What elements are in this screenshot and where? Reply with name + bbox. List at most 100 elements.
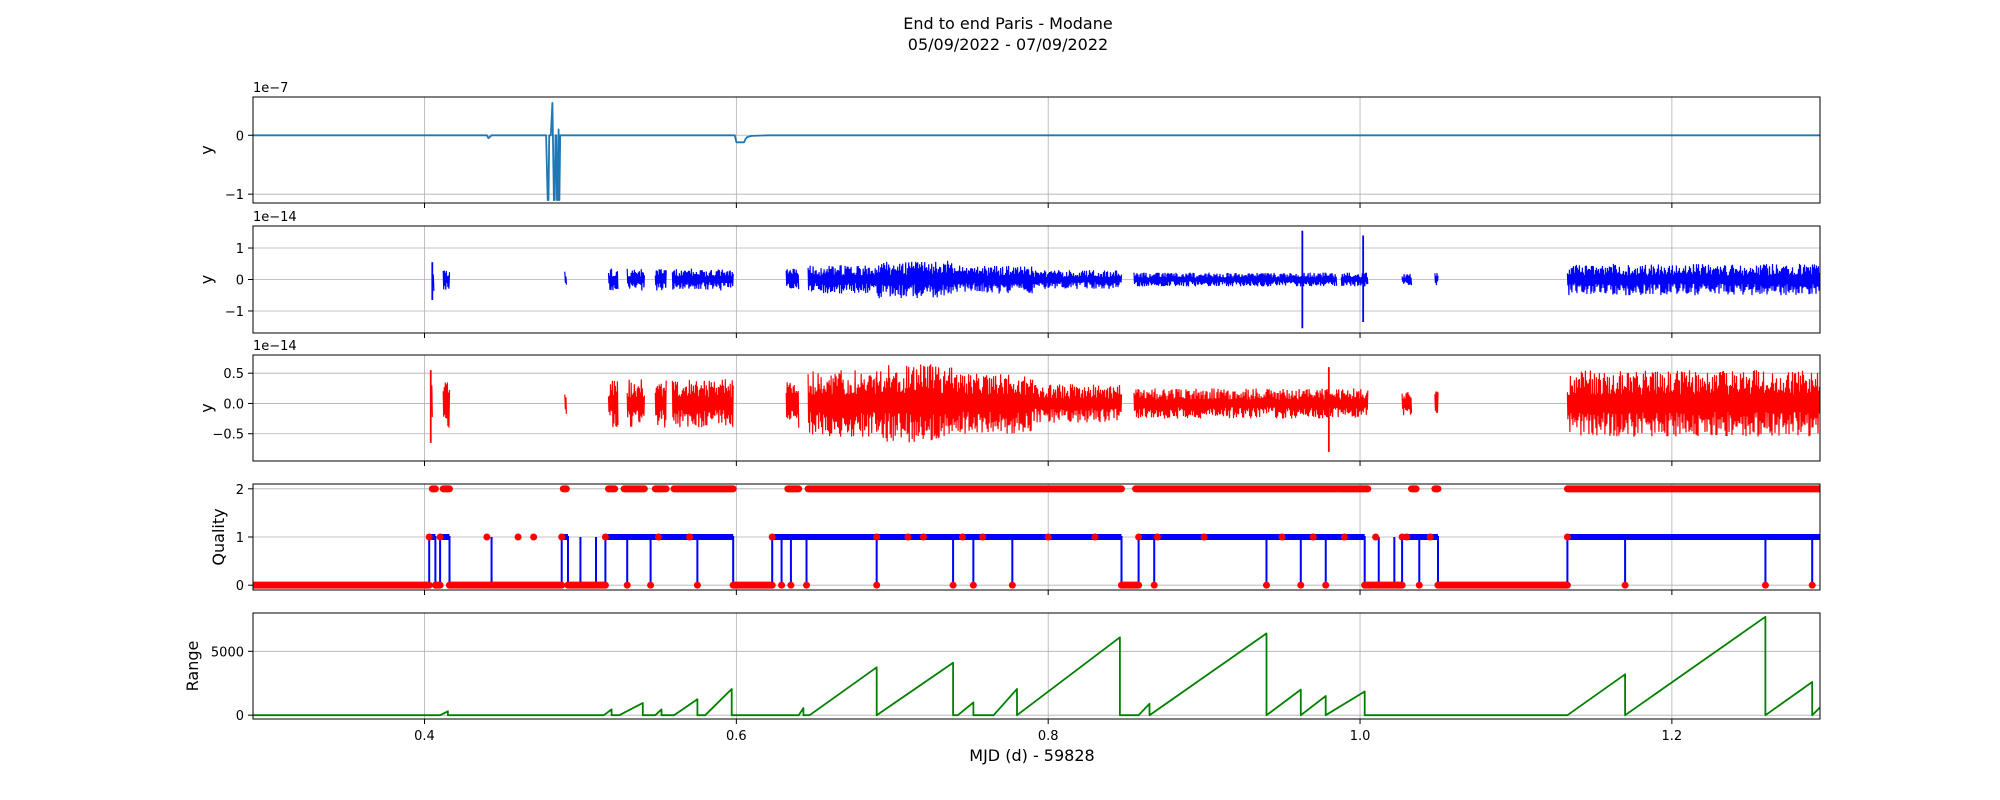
quality-marker [425,533,433,541]
noise-segment [1032,270,1123,289]
y-axis-label: y [197,145,216,154]
y-tick-label: −1 [225,188,244,203]
y-axis-label: y [197,403,216,412]
noise-segment [564,271,567,285]
y-axis-label: Quality [209,508,228,565]
noise-segment [671,268,734,291]
quality-marker [1135,533,1143,541]
x-tick-label: 0.6 [726,729,747,744]
noise-segment [1566,370,1820,437]
noise-segment [654,380,667,428]
noise-segment [876,260,956,299]
noise-segment [654,269,667,291]
y-tick-label: 0.0 [223,397,244,412]
noise-segment [876,364,956,443]
quality-marker [436,533,444,541]
noise-segment [1566,263,1820,296]
quality-marker [1044,533,1052,541]
noise-segment [626,379,645,427]
quality-dip-marker [787,581,795,589]
quality-dip-marker [778,581,786,589]
series-line [253,615,1820,717]
quality-dip-marker [1008,581,1016,589]
quality-marker [1563,533,1571,541]
plot-area [253,102,1820,202]
series-line [253,102,1820,202]
y-tick-label: −0.5 [212,428,244,443]
quality-marker [1372,533,1380,541]
quality-line [253,536,1820,587]
noise-segment [785,268,800,290]
x-tick-label: 1.2 [1662,729,1683,744]
noise-segment [1133,272,1338,287]
plot-area [431,230,1820,329]
noise-segment [1401,392,1413,416]
plot-area [253,485,1820,589]
noise-segment [1434,273,1439,286]
chart-subtitle: 05/09/2022 - 07/09/2022 [908,35,1108,54]
quality-dip-marker [969,581,977,589]
noise-segment [785,382,800,428]
x-tick-label: 1.0 [1350,729,1371,744]
noise-segment [564,394,567,414]
quality-marker [530,533,538,541]
axes-frame [252,612,1821,720]
noise-segment [954,265,1034,294]
quality-marker [1361,581,1369,589]
quality-dip-marker [1415,581,1423,589]
quality-marker [919,533,927,541]
quality-dip-marker [1322,581,1330,589]
x-tick-label: 0.8 [1038,729,1059,744]
axes-frame [252,354,1821,462]
noise-segment [626,268,645,291]
quality-marker [253,581,257,589]
panel-2: −1 0 1 1e−14 y [197,210,1821,338]
noise-segment [442,382,451,428]
panel-3: −0.5 0.0 0.5 1e−14 y [197,339,1821,466]
noise-segment [1032,384,1123,423]
quality-marker [768,533,776,541]
y-offset-text: 1e−14 [253,210,297,225]
noise-segment [1434,391,1439,413]
quality-dip-marker [1621,581,1629,589]
plot-area [253,615,1820,717]
noise-segment [442,270,451,290]
quality-marker [1340,533,1348,541]
y-tick-label: 0 [236,709,244,724]
y-tick-label: 0 [236,129,244,144]
quality-marker [1117,581,1125,589]
panel-1: −1 0 1e−7 y [197,81,1821,208]
y-axis-label: Range [183,641,202,692]
quality-marker [1278,533,1286,541]
y-tick-label: 0 [236,274,244,289]
noise-segment [1336,388,1369,418]
y-tick-label: −1 [225,305,244,320]
quality-dip-marker [873,581,881,589]
chart-title: End to end Paris - Modane [903,14,1112,33]
x-tick-label: 0.4 [414,729,435,744]
quality-dip-marker [1808,581,1816,589]
quality-marker [686,533,694,541]
y-offset-text: 1e−14 [253,339,297,354]
panel-5: 0.4 0.6 0.8 1.0 1.2 0 5000 Range [183,612,1821,744]
quality-marker [1426,533,1434,541]
noise-segment [1401,273,1413,286]
plot-area [429,364,1820,452]
quality-marker [564,581,572,589]
quality-dip-marker [693,581,701,589]
noise-segment [607,380,619,428]
quality-dip-marker [1761,581,1769,589]
quality-marker [483,533,491,541]
y-tick-label: 1 [236,531,244,546]
quality-marker [1200,533,1208,541]
quality-dip-marker [647,581,655,589]
quality-marker [958,533,966,541]
quality-dip-marker [623,581,631,589]
quality-marker [654,533,662,541]
quality-marker [979,533,987,541]
noise-segment [807,265,878,294]
noise-segment [607,268,619,291]
noise-segment [671,379,734,428]
noise-segment [807,370,878,437]
